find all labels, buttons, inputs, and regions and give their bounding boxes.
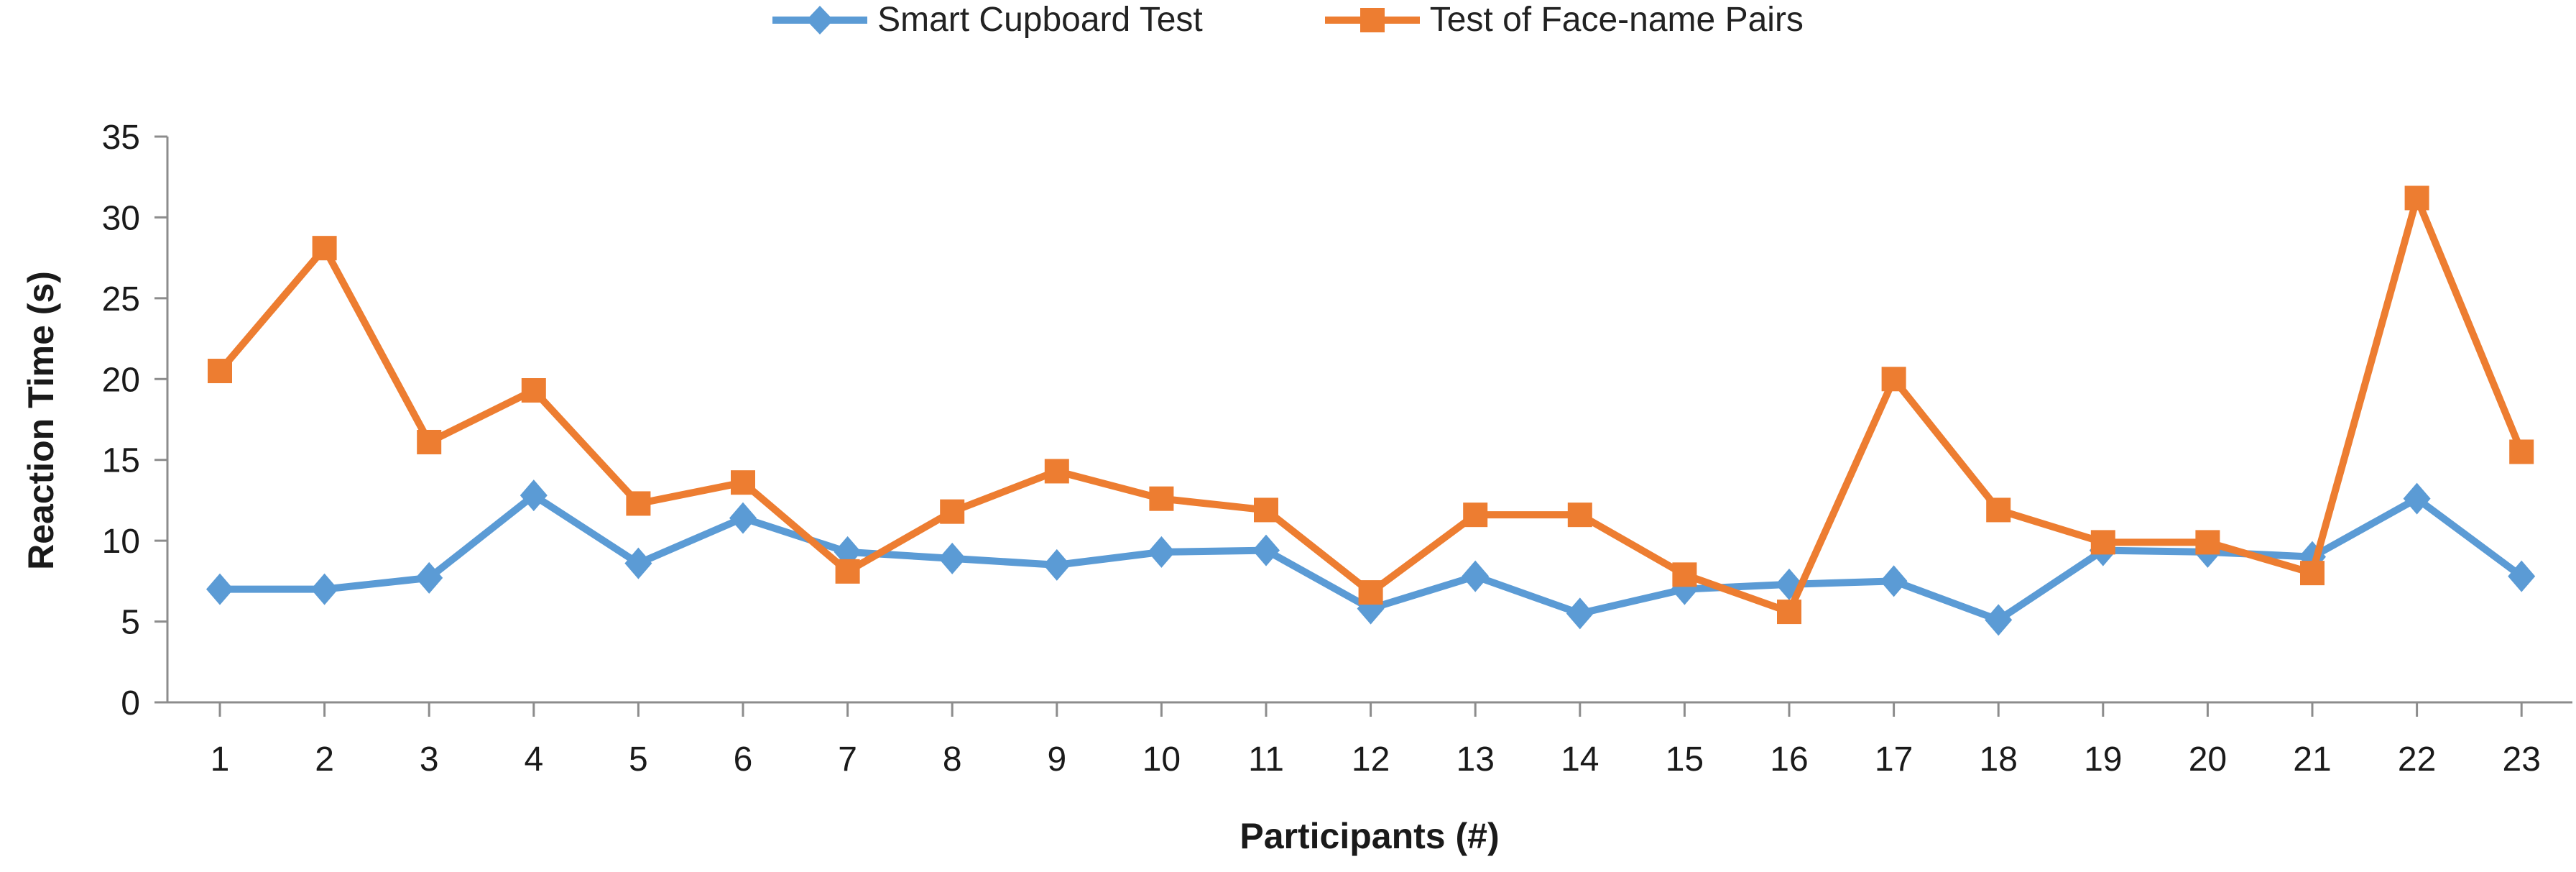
legend-item-smart-cupboard-test: Smart Cupboard Test — [772, 3, 1203, 37]
data-point-marker — [624, 547, 652, 579]
data-point-marker — [206, 573, 234, 605]
data-point-marker — [1254, 497, 1278, 523]
x-tick-label: 23 — [2503, 740, 2541, 779]
data-point-marker — [940, 499, 965, 524]
x-tick-label: 17 — [1875, 740, 1913, 779]
legend-label: Smart Cupboard Test — [877, 1, 1203, 39]
x-tick-label: 19 — [2084, 740, 2122, 779]
x-tick-label: 3 — [420, 740, 439, 779]
data-point-marker — [2403, 482, 2431, 515]
data-point-marker — [1985, 604, 2013, 636]
x-tick-label: 14 — [1561, 740, 1599, 779]
data-point-marker — [626, 491, 651, 516]
x-tick-label: 2 — [315, 740, 334, 779]
legend: Smart Cupboard Test Test of Face-name Pa… — [0, 3, 2576, 37]
x-tick-label: 13 — [1456, 740, 1495, 779]
data-point-marker — [835, 559, 860, 584]
data-point-marker — [2508, 560, 2536, 592]
x-tick-label: 6 — [734, 740, 753, 779]
data-point-marker — [1252, 534, 1280, 566]
data-point-marker — [731, 470, 755, 495]
data-point-marker — [521, 378, 546, 403]
data-point-marker — [1567, 502, 1592, 528]
x-tick-label: 1 — [211, 740, 230, 779]
x-tick-label: 22 — [2398, 740, 2436, 779]
y-tick-label: 25 — [102, 280, 140, 318]
y-tick-label: 20 — [102, 361, 140, 399]
y-tick-label: 15 — [102, 442, 140, 480]
data-point-marker — [1777, 600, 1801, 625]
legend-diamond-marker-icon — [772, 6, 868, 35]
y-axis: 0 5 10 15 20 25 30 35 — [102, 119, 169, 722]
y-tick-label: 5 — [121, 604, 140, 642]
series-test-of-face-name-pairs — [208, 185, 2534, 625]
y-tick-label: 30 — [102, 199, 140, 237]
y-tick-label: 10 — [102, 523, 140, 561]
x-tick-label: 10 — [1142, 740, 1181, 779]
x-tick-label: 20 — [2189, 740, 2227, 779]
data-point-marker — [2300, 561, 2325, 586]
data-point-marker — [1463, 502, 1488, 528]
data-point-marker — [208, 359, 232, 384]
x-tick-label: 12 — [1352, 740, 1390, 779]
data-point-marker — [2404, 185, 2429, 211]
data-point-marker — [1043, 549, 1071, 581]
data-point-marker — [415, 561, 443, 594]
x-tick-label: 15 — [1666, 740, 1704, 779]
series-smart-cupboard-test — [206, 479, 2536, 636]
series-group — [206, 185, 2536, 636]
x-tick-label: 18 — [1980, 740, 2018, 779]
x-tick-label: 16 — [1770, 740, 1808, 779]
y-tick-label: 0 — [121, 684, 140, 722]
x-axis: 1 2 3 4 5 6 7 8 9 10 11 12 13 14 15 16 17 18 19 20 21 22 23 — [167, 701, 2572, 779]
x-tick-label: 4 — [524, 740, 543, 779]
data-point-marker — [1358, 580, 1383, 605]
data-point-marker — [1672, 562, 1697, 587]
data-point-marker — [729, 502, 757, 534]
data-point-marker — [520, 479, 548, 512]
data-point-marker — [1148, 536, 1176, 568]
data-point-marker — [310, 573, 338, 605]
legend-label: Test of Face-name Pairs — [1429, 1, 1804, 39]
x-tick-label: 9 — [1047, 740, 1066, 779]
data-point-marker — [1880, 565, 1908, 597]
data-point-marker — [1462, 560, 1490, 592]
x-tick-label: 7 — [838, 740, 857, 779]
data-point-marker — [938, 542, 966, 574]
legend-item-test-of-face-name-pairs: Test of Face-name Pairs — [1324, 1, 1804, 39]
x-tick-label: 5 — [629, 740, 648, 779]
x-tick-label: 8 — [943, 740, 962, 779]
data-point-marker — [1881, 367, 1906, 392]
data-point-marker — [1149, 486, 1174, 511]
data-point-marker — [2509, 439, 2534, 464]
y-tick-label: 35 — [102, 119, 140, 157]
data-point-marker — [1044, 459, 1069, 484]
data-point-marker — [1566, 597, 1594, 630]
data-point-marker — [2195, 530, 2220, 555]
data-point-marker — [417, 429, 442, 454]
legend-square-marker-icon — [1324, 8, 1420, 32]
legend-square — [1359, 8, 1385, 32]
data-point-marker — [2090, 530, 2115, 555]
data-point-marker — [1986, 497, 2011, 523]
x-tick-label: 11 — [1248, 740, 1284, 779]
data-point-marker — [312, 236, 337, 261]
x-axis-title: Participants (#) — [1239, 816, 1500, 856]
x-tick-label: 21 — [2293, 740, 2331, 779]
legend-diamond — [806, 6, 834, 35]
